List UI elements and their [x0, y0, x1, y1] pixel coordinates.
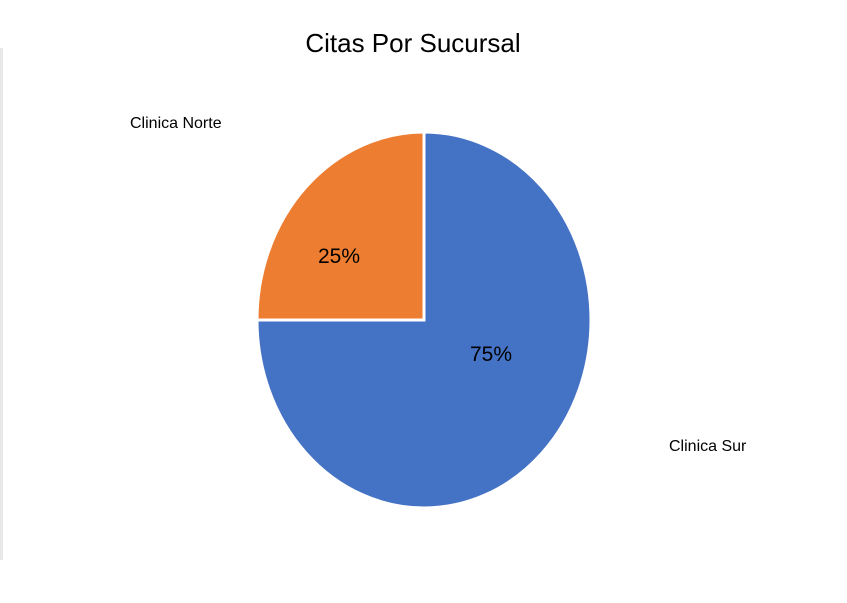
- pie-slices: [255, 130, 593, 510]
- slice-label-clinica-norte: 25%: [318, 245, 360, 268]
- pie-slice-clinica-norte: [255, 130, 426, 322]
- category-label-clinica-sur: Clinica Sur: [669, 438, 747, 455]
- chart-title: Citas Por Sucursal: [305, 28, 521, 58]
- category-label-clinica-norte: Clinica Norte: [130, 115, 222, 132]
- chart-border: [0, 48, 3, 560]
- slice-label-clinica-sur: 75%: [470, 343, 512, 366]
